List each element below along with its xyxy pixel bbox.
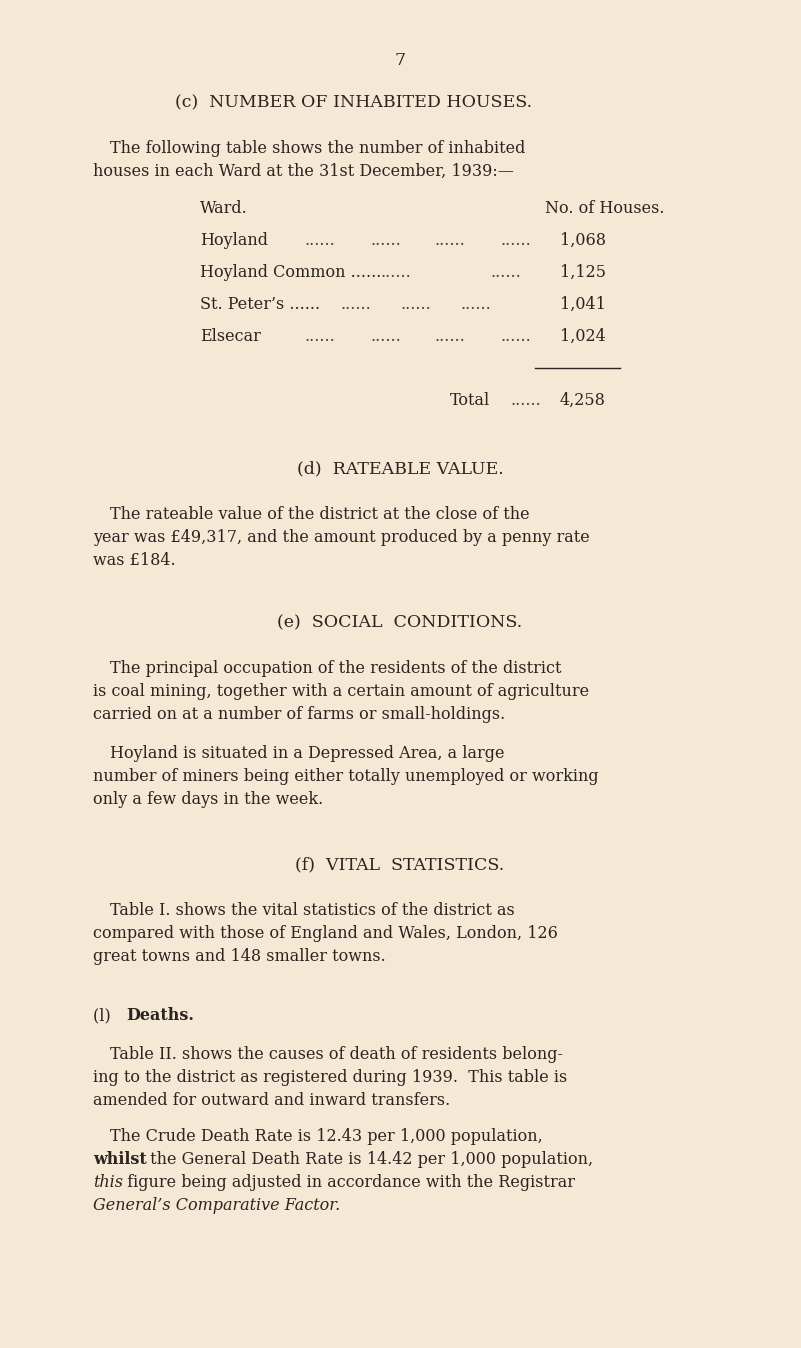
Text: 1,041: 1,041: [560, 297, 606, 313]
Text: (e)  SOCIAL  CONDITIONS.: (e) SOCIAL CONDITIONS.: [277, 613, 522, 631]
Text: ......: ......: [370, 328, 400, 345]
Text: ......: ......: [340, 297, 371, 313]
Text: General’s Comparative Factor.: General’s Comparative Factor.: [93, 1197, 340, 1215]
Text: Hoyland Common ......: Hoyland Common ......: [200, 264, 381, 280]
Text: ......: ......: [400, 297, 431, 313]
Text: Table II. shows the causes of death of residents belong-: Table II. shows the causes of death of r…: [110, 1046, 563, 1064]
Text: ......: ......: [435, 232, 465, 249]
Text: the General Death Rate is 14.42 per 1,000 population,: the General Death Rate is 14.42 per 1,00…: [145, 1151, 593, 1167]
Text: ......: ......: [500, 232, 531, 249]
Text: (l): (l): [93, 1007, 121, 1024]
Text: ......: ......: [305, 328, 336, 345]
Text: Ward.: Ward.: [200, 200, 248, 217]
Text: Deaths.: Deaths.: [126, 1007, 194, 1024]
Text: ......: ......: [370, 232, 400, 249]
Text: is coal mining, together with a certain amount of agriculture: is coal mining, together with a certain …: [93, 683, 589, 700]
Text: ......: ......: [510, 392, 541, 408]
Text: (f)  VITAL  STATISTICS.: (f) VITAL STATISTICS.: [296, 856, 505, 874]
Text: Hoyland is situated in a Depressed Area, a large: Hoyland is situated in a Depressed Area,…: [110, 745, 505, 762]
Text: only a few days in the week.: only a few days in the week.: [93, 791, 324, 807]
Text: Table I. shows the vital statistics of the district as: Table I. shows the vital statistics of t…: [110, 902, 515, 919]
Text: ......: ......: [435, 328, 465, 345]
Text: number of miners being either totally unemployed or working: number of miners being either totally un…: [93, 768, 598, 785]
Text: Total: Total: [450, 392, 490, 408]
Text: carried on at a number of farms or small-holdings.: carried on at a number of farms or small…: [93, 706, 505, 723]
Text: whilst: whilst: [93, 1151, 147, 1167]
Text: 7: 7: [394, 53, 405, 69]
Text: 1,068: 1,068: [560, 232, 606, 249]
Text: amended for outward and inward transfers.: amended for outward and inward transfers…: [93, 1092, 450, 1109]
Text: The Crude Death Rate is 12.43 per 1,000 population,: The Crude Death Rate is 12.43 per 1,000 …: [110, 1128, 543, 1144]
Text: 4,258: 4,258: [560, 392, 606, 408]
Text: ......: ......: [490, 264, 521, 280]
Text: 1,024: 1,024: [560, 328, 606, 345]
Text: (d)  RATEABLE VALUE.: (d) RATEABLE VALUE.: [296, 460, 503, 477]
Text: ing to the district as registered during 1939.  This table is: ing to the district as registered during…: [93, 1069, 567, 1086]
Text: Elsecar: Elsecar: [200, 328, 261, 345]
Text: No. of Houses.: No. of Houses.: [545, 200, 665, 217]
Text: houses in each Ward at the 31st December, 1939:—: houses in each Ward at the 31st December…: [93, 163, 514, 181]
Text: ......: ......: [500, 328, 531, 345]
Text: The rateable value of the district at the close of the: The rateable value of the district at th…: [110, 506, 529, 523]
Text: ......: ......: [380, 264, 411, 280]
Text: figure being adjusted in accordance with the Registrar: figure being adjusted in accordance with…: [122, 1174, 575, 1192]
Text: The principal occupation of the residents of the district: The principal occupation of the resident…: [110, 661, 562, 677]
Text: great towns and 148 smaller towns.: great towns and 148 smaller towns.: [93, 948, 386, 965]
Text: year was £49,317, and the amount produced by a penny rate: year was £49,317, and the amount produce…: [93, 528, 590, 546]
Text: Hoyland: Hoyland: [200, 232, 268, 249]
Text: was £184.: was £184.: [93, 551, 175, 569]
Text: The following table shows the number of inhabited: The following table shows the number of …: [110, 140, 525, 156]
Text: (c)  NUMBER OF INHABITED HOUSES.: (c) NUMBER OF INHABITED HOUSES.: [175, 94, 532, 111]
Text: ......: ......: [460, 297, 491, 313]
Text: St. Peter’s ......: St. Peter’s ......: [200, 297, 320, 313]
Text: 1,125: 1,125: [560, 264, 606, 280]
Text: compared with those of England and Wales, London, 126: compared with those of England and Wales…: [93, 925, 557, 942]
Text: this: this: [93, 1174, 123, 1192]
Text: ......: ......: [305, 232, 336, 249]
